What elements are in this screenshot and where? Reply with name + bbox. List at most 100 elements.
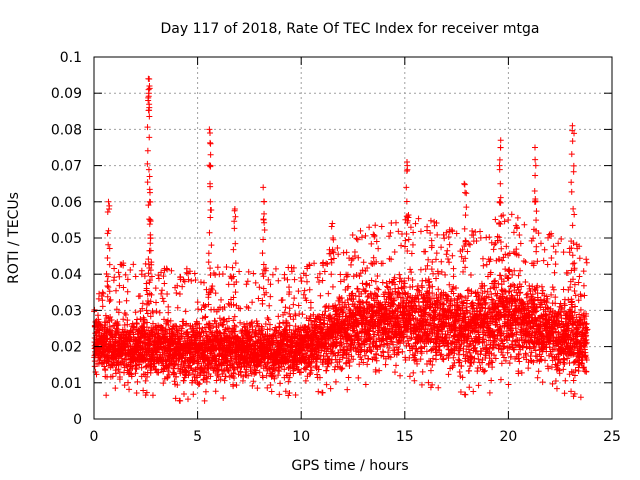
roti-point [213,377,220,384]
roti-point [395,228,402,235]
roti-point [345,283,352,290]
roti-point [155,369,162,376]
roti-point [470,388,477,395]
roti-point [343,249,350,256]
roti-point [104,293,111,300]
roti-point [216,329,223,336]
roti-point [140,387,147,394]
roti-point [161,316,168,323]
roti-point [111,274,118,281]
roti-point [419,368,426,375]
roti-point [202,388,209,395]
roti-point [115,309,122,316]
roti-point [384,349,391,356]
roti-point [153,299,160,306]
roti-point [115,354,122,361]
roti-point [450,265,457,272]
roti-point [165,303,172,310]
roti-point [319,389,326,396]
roti-point [229,264,236,271]
roti-point [375,245,382,252]
roti-point [207,265,214,272]
roti-point [197,333,204,340]
roti-point [202,313,209,320]
roti-point [285,378,292,385]
roti-point [299,311,306,318]
roti-point [303,278,310,285]
roti-point [109,373,116,380]
roti-point [184,396,191,403]
roti-point [341,276,348,283]
roti-point [149,392,156,399]
roti-point [155,275,162,282]
roti-point [433,250,440,257]
roti-point [123,297,130,304]
roti-point [356,273,363,280]
roti-point [494,233,501,240]
roti-point [171,378,178,385]
roti-point [100,290,107,297]
roti-point [464,287,471,294]
roti-point [197,279,204,286]
roti-point [107,296,114,303]
roti-point [225,368,232,375]
roti-point [139,300,146,307]
roti-point [190,391,197,398]
roti-point [99,297,106,304]
data-points [91,75,591,404]
roti-point [276,320,283,327]
roti-point [290,301,297,308]
roti-point [492,216,499,223]
roti-point [327,385,334,392]
roti-point [146,342,153,349]
roti-point [183,368,190,375]
roti-point [386,233,393,240]
roti-point [362,232,369,239]
roti-point [122,311,129,318]
roti-point [164,266,171,273]
roti-point [365,355,372,362]
roti-point [155,272,162,279]
roti-point [407,266,414,273]
roti-point [279,297,286,304]
roti-point [337,271,344,278]
roti-point [120,316,127,323]
roti-point [225,281,232,288]
roti-point [446,241,453,248]
roti-point [397,275,404,282]
roti-point [191,357,198,364]
roti-point [192,321,199,328]
roti-point [144,373,151,380]
roti-point [112,370,119,377]
roti-point [322,308,329,315]
roti-point [101,363,108,370]
roti-point [453,285,460,292]
roti-point [173,373,180,380]
roti-point [223,264,230,271]
roti-point [186,268,193,275]
roti-point [168,267,175,274]
roti-point [142,377,149,384]
roti-point [122,271,129,278]
roti-point [221,317,228,324]
roti-point [306,286,313,293]
roti-point [473,237,480,244]
roti-point [191,270,198,277]
roti-point [124,321,131,328]
roti-point [177,363,184,370]
roti-point [174,382,181,389]
roti-point [412,220,419,227]
roti-point [483,261,490,268]
roti-point [113,287,119,294]
roti-point [332,378,339,385]
roti-point [249,299,256,306]
roti-point [376,367,383,374]
roti-point [153,366,160,373]
roti-point [152,285,159,292]
roti-point [173,323,180,330]
roti-point [222,373,229,380]
roti-point [250,378,257,385]
roti-point [355,374,362,381]
roti-point [200,279,207,286]
